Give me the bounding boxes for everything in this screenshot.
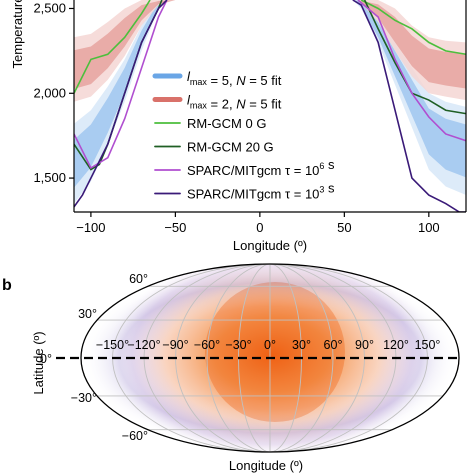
longitude-label: −120° xyxy=(127,338,160,352)
y-axis-label: Temperature xyxy=(10,0,25,68)
latitude-label: −30° xyxy=(71,391,97,405)
band-core-fit5-0 xyxy=(74,0,167,188)
legend-label-fit5: lmax = 5, N = 5 fit xyxy=(187,69,282,88)
longitude-label: −60° xyxy=(194,338,220,352)
longitude-label: 0° xyxy=(264,338,276,352)
longitude-label: −30° xyxy=(225,338,251,352)
panel-label-b: b xyxy=(2,277,12,294)
x-tick-label: 0 xyxy=(256,220,263,235)
latitude-labels: 60° 30° 0° −30° −60° xyxy=(40,272,148,443)
latitude-label: 0° xyxy=(40,352,52,366)
longitude-label: 30° xyxy=(292,338,311,352)
panel-b: b −150°−120° −90° −60° −30° 0° 30° 60° 90° 120° 1… xyxy=(2,263,462,473)
latitude-axis-title: Latitude (º) xyxy=(31,331,46,394)
longitude-labels: −150°−120° −90° −60° −30° 0° 30° 60° 90° 120° 150… xyxy=(96,338,441,352)
band-core-fit2-2 xyxy=(74,0,176,89)
panel-a: −100 −50 0 50 100 1,500 2,000 2,500 Temperature… xyxy=(10,0,467,253)
line-sparc6-9 xyxy=(357,0,466,142)
map-frame xyxy=(80,263,460,453)
legend-label-rm20: RM-GCM 20 G xyxy=(187,140,274,155)
band-fit2-2 xyxy=(74,0,176,102)
legend-label-fit2: lmax = 2, N = 5 fit xyxy=(187,93,282,112)
line-rm0-5 xyxy=(360,0,466,56)
x-tick-label: −100 xyxy=(76,220,105,235)
latitude-label: 30° xyxy=(78,307,97,321)
latitude-label: 60° xyxy=(129,272,148,286)
model-lines xyxy=(74,0,466,212)
legend-label-sparc3: SPARC/MITgcm τ = 103 s xyxy=(187,181,335,202)
meridian xyxy=(206,263,271,453)
band-fit5-1 xyxy=(352,0,466,196)
y-tick-label: 2,500 xyxy=(33,0,66,15)
band-fit2-3 xyxy=(357,0,466,101)
band-fit5-0 xyxy=(74,0,167,204)
line-rm0-4 xyxy=(74,0,151,94)
meridian xyxy=(269,263,334,453)
x-axis-label: Longitude (º) xyxy=(233,238,307,253)
graticule xyxy=(97,263,443,453)
longitude-label: 60° xyxy=(324,338,343,352)
axes-a: −100 −50 0 50 100 1,500 2,000 2,500 xyxy=(33,0,467,235)
legend: lmax = 5, N = 5 fit lmax = 2, N = 5 fit RM… xyxy=(152,69,335,202)
legend-label-rm0: RM-GCM 0 G xyxy=(187,116,266,131)
latitude-label: −60° xyxy=(122,429,148,443)
line-sparc3-11 xyxy=(352,0,466,212)
longitude-label: 120° xyxy=(383,338,409,352)
longitude-label: −90° xyxy=(162,338,188,352)
legend-label-sparc6: SPARC/MITgcm τ = 106 s xyxy=(187,157,335,178)
y-tick-label: 2,000 xyxy=(33,85,66,100)
line-sparc6-8 xyxy=(74,0,168,170)
longitude-label: 90° xyxy=(355,338,374,352)
x-tick-label: 100 xyxy=(418,220,440,235)
longitude-label: −150° xyxy=(96,338,129,352)
longitude-label: 150° xyxy=(415,338,441,352)
line-sparc3-10 xyxy=(74,0,168,208)
x-tick-label: 50 xyxy=(337,220,351,235)
band-core-fit2-3 xyxy=(357,0,466,89)
y-tick-label: 1,500 xyxy=(33,170,66,185)
x-tick-label: −50 xyxy=(164,220,186,235)
longitude-axis-title: Longitude (º) xyxy=(229,458,303,473)
